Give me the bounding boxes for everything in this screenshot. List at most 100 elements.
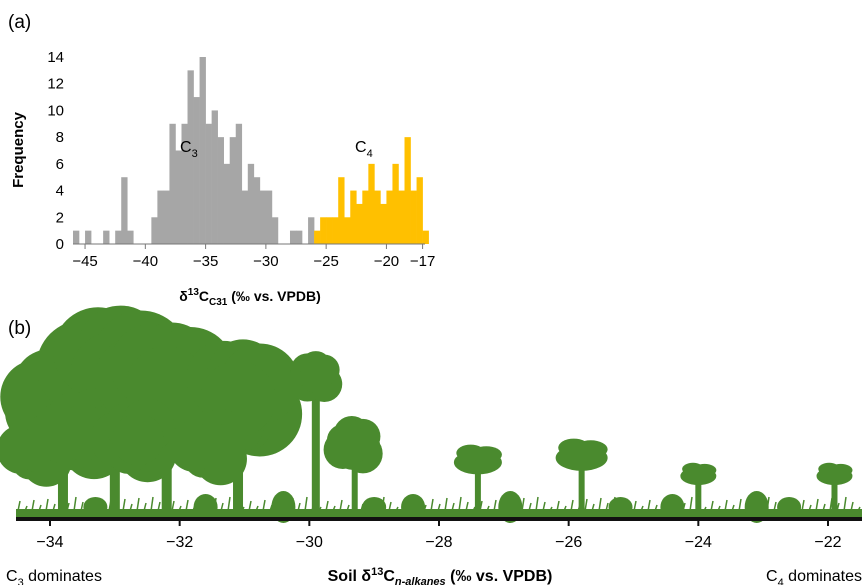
histogram-bar-c3 [265, 190, 273, 244]
y-tick-label: 12 [47, 76, 64, 93]
histogram-bar-c3 [187, 70, 194, 244]
grass-blade [185, 499, 189, 512]
y-tick-label: 10 [47, 102, 64, 119]
histogram-bar-c3 [223, 163, 231, 244]
y-tick-labels: 0 2 4 6 8 10 12 14 [47, 49, 64, 253]
histogram-bar-c3 [169, 123, 176, 244]
tree-acacia [680, 462, 717, 517]
histogram-bar-c4 [338, 177, 345, 244]
grass-blade [710, 500, 714, 512]
grass-blade [332, 505, 336, 512]
shrub [401, 494, 426, 520]
grass-blade [178, 505, 182, 512]
grass-blade [486, 505, 490, 512]
histogram-bar-c3 [181, 123, 188, 244]
tree-acacia [555, 438, 608, 517]
panel-label-b: (b) [8, 318, 31, 339]
histogram-bar-c4 [326, 217, 333, 244]
histogram-bar-c3 [151, 217, 158, 244]
grass-blade [129, 503, 133, 512]
x-axis-label-b: Soil δ13Cn-alkanes (‰ vs. VPDB) [328, 566, 553, 585]
grass-blade [150, 496, 154, 512]
grass-blade [654, 504, 658, 512]
grass-blade [143, 502, 147, 512]
grass-blade [773, 501, 777, 512]
grass-blade [24, 505, 28, 512]
shrub [498, 491, 523, 523]
shrub [777, 497, 802, 517]
grass-blade [339, 499, 343, 512]
grass-blade [563, 505, 567, 512]
grass-blade [591, 503, 595, 512]
grass-blade [171, 500, 175, 512]
tree-acacia [453, 444, 502, 517]
histogram-bar-c3 [241, 190, 249, 244]
grass-blade [388, 501, 392, 512]
grass-blade [451, 502, 455, 512]
grass-blade [38, 504, 42, 512]
histogram-bar-c3 [73, 230, 80, 244]
c4-dominates-label: C4 dominates [766, 568, 862, 585]
grass-blade [346, 504, 350, 512]
grass-blade [850, 501, 854, 512]
x-tick-label: −22 [814, 534, 841, 551]
x-tick-label: −30 [253, 253, 278, 270]
histogram-bar-c3 [229, 137, 237, 244]
histogram-bar-c3 [205, 123, 212, 244]
y-tick-label: 6 [56, 156, 64, 173]
histogram-bars [73, 57, 429, 244]
histogram-bar-c4 [368, 163, 375, 244]
x-tick-labels-a: −45 −40 −35 −30 −25 −20 −17 [72, 244, 435, 270]
histogram-bar-c4 [356, 203, 363, 244]
x-tick-label: −34 [36, 534, 63, 551]
grass-blade [535, 496, 539, 512]
grass-strip [16, 509, 862, 517]
grass-blade [556, 500, 560, 512]
tree-sparse [323, 416, 383, 517]
histogram-bar-c4 [386, 190, 393, 244]
x-tick-label: −26 [555, 534, 582, 551]
tree-broad [168, 339, 303, 517]
histogram-bar-c3 [217, 137, 224, 244]
histogram-bar-c4 [398, 190, 405, 244]
grass-blade [262, 499, 266, 512]
x-tick-label: −28 [425, 534, 452, 551]
grass-blade [304, 496, 308, 512]
histogram-bar-c4 [416, 177, 423, 244]
histogram-bar-c3 [121, 177, 128, 244]
histogram-bar-c3 [115, 230, 122, 244]
x-tick-label: −30 [296, 534, 323, 551]
histogram-bar-c4 [404, 137, 411, 244]
histogram-bar-c3 [235, 123, 243, 244]
histogram-bar-c3 [253, 177, 261, 244]
grass-blade [549, 506, 553, 512]
grass-blade [808, 504, 812, 512]
histogram-bar-c3 [259, 190, 267, 244]
grass-blade [220, 502, 224, 512]
grass-blade [605, 502, 609, 512]
y-tick-label: 0 [56, 236, 64, 253]
grass-blade [444, 497, 448, 512]
x-tick-label: −45 [72, 253, 97, 270]
grass-blade [465, 501, 469, 512]
histogram-bar-c4 [332, 217, 339, 244]
grass-blade [122, 498, 126, 512]
grass-blade [703, 506, 707, 512]
shrub [362, 497, 387, 517]
grass-blade [458, 496, 462, 512]
c4-series-label: C4 [355, 139, 373, 160]
grass-blade [633, 500, 637, 512]
histogram-bar-c3 [193, 97, 200, 244]
histogram-bar-c4 [344, 217, 351, 244]
grass-blade [297, 502, 301, 512]
x-tick-label: −40 [133, 253, 158, 270]
histogram-bar-c3 [175, 150, 182, 244]
grass-blade [136, 497, 140, 512]
x-tick-label: −20 [374, 253, 399, 270]
histogram-bar-c3 [163, 190, 170, 244]
histogram-bar-c4 [392, 163, 399, 244]
histogram-bar-c4 [380, 203, 387, 244]
x-tick-label: −17 [410, 253, 435, 270]
grass-blade [857, 506, 861, 512]
